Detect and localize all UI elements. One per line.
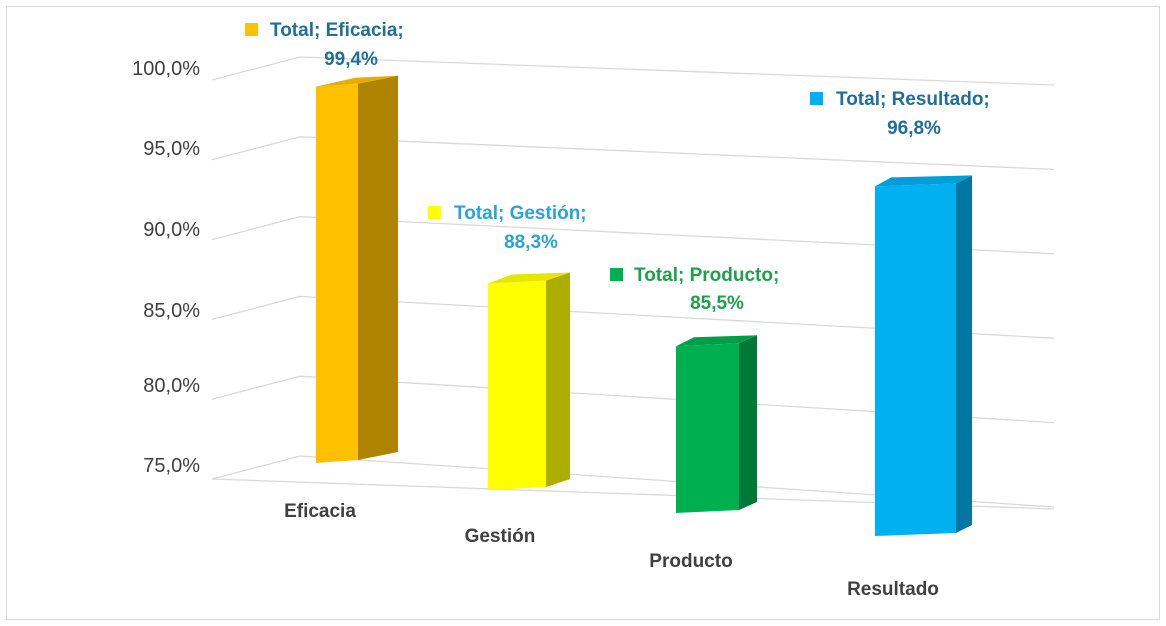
gridline — [211, 375, 301, 400]
data-label-marker — [810, 92, 823, 105]
bar-front — [875, 183, 956, 536]
y-tick-label: 95,0% — [143, 138, 200, 160]
gridline — [211, 295, 301, 321]
category-label: Producto — [649, 551, 732, 572]
bar-top — [316, 75, 398, 87]
bar-front — [488, 280, 546, 490]
y-tick-label: 85,0% — [143, 300, 200, 322]
data-label-marker — [245, 23, 258, 36]
bar-side — [739, 335, 757, 510]
bar-top — [676, 335, 757, 347]
y-tick-label: 75,0% — [143, 455, 200, 477]
gridline — [299, 56, 1055, 86]
bar-side — [358, 75, 398, 461]
gridline — [211, 56, 301, 81]
bar-side — [956, 175, 972, 533]
gridline — [211, 136, 301, 161]
data-label-series: Total; Gestión; — [454, 203, 587, 224]
bar-side — [546, 272, 570, 487]
data-label-marker — [428, 206, 441, 219]
data-label-marker — [610, 268, 623, 281]
gridline — [299, 136, 1055, 171]
bars — [316, 75, 972, 536]
category-label: Eficacia — [284, 501, 356, 522]
data-label-value: 96,8% — [887, 118, 941, 139]
y-tick-label: 90,0% — [143, 219, 200, 241]
gridline — [211, 215, 301, 241]
bar-front — [316, 83, 358, 464]
category-label: Resultado — [847, 579, 939, 600]
category-label: Gestión — [465, 526, 536, 547]
data-label-series: Total; Resultado; — [836, 89, 990, 110]
data-label-series: Total; Eficacia; — [270, 20, 404, 41]
bar-top — [875, 175, 972, 187]
bar-top — [488, 272, 570, 284]
data-label-value: 88,3% — [504, 232, 558, 253]
data-label-value: 99,4% — [324, 49, 378, 70]
y-tick-label: 80,0% — [143, 375, 200, 397]
bar-front — [676, 343, 739, 513]
y-tick-label: 100,0% — [132, 58, 200, 80]
data-label-value: 85,5% — [690, 293, 744, 314]
data-label-series: Total; Producto; — [634, 265, 779, 286]
gridline — [211, 455, 301, 480]
